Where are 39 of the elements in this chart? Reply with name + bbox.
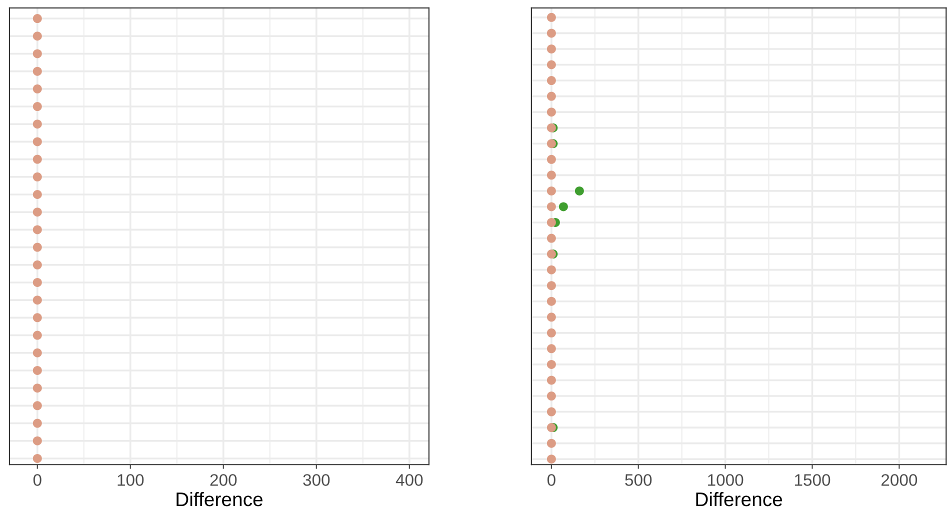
point — [546, 360, 556, 369]
point — [546, 312, 556, 322]
point — [546, 186, 556, 196]
point — [558, 202, 568, 212]
x-tick-label: 200 — [210, 474, 237, 486]
point — [546, 92, 556, 101]
point — [546, 407, 556, 416]
x-tick-label: 2000 — [882, 474, 918, 486]
x-tick-label: 300 — [303, 474, 330, 486]
x-tick-label: 1000 — [708, 474, 744, 486]
point — [546, 28, 556, 38]
point — [546, 218, 556, 227]
point — [546, 438, 556, 448]
point — [546, 108, 556, 117]
point — [546, 344, 556, 354]
point — [546, 281, 556, 290]
x-tick-label: 100 — [118, 474, 144, 486]
point — [546, 154, 556, 164]
x-axis-title: Difference — [176, 492, 262, 506]
point — [546, 76, 556, 86]
point — [546, 392, 556, 401]
point — [546, 454, 556, 464]
point — [546, 12, 556, 22]
point — [546, 44, 556, 54]
point — [546, 170, 556, 180]
x-tick-label: 500 — [625, 474, 652, 486]
point — [574, 186, 584, 196]
point — [546, 234, 556, 243]
point — [546, 328, 556, 338]
point — [546, 60, 556, 70]
point — [546, 202, 556, 212]
point — [546, 296, 556, 306]
point — [546, 376, 556, 385]
point — [546, 265, 556, 274]
x-tick-label: 400 — [396, 474, 423, 486]
x-tick-label: 1500 — [794, 474, 830, 486]
x-axis-title: Difference — [696, 492, 782, 506]
x-tick-label: 0 — [33, 474, 42, 486]
x-tick-label: 0 — [547, 474, 556, 486]
